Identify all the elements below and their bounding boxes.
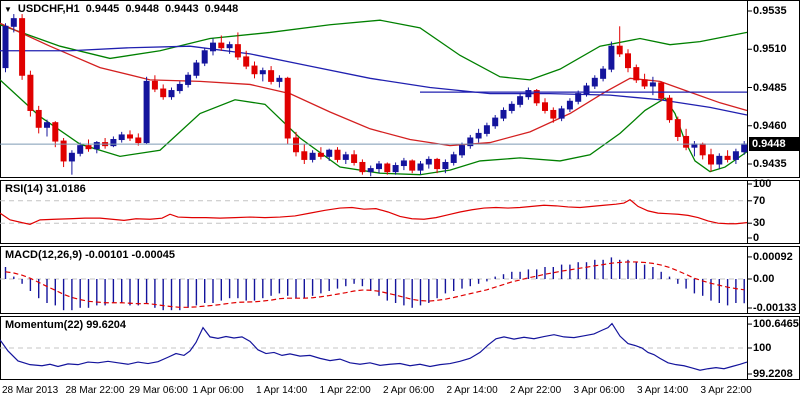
time-tick-label: 1 Apr 06:00: [192, 385, 244, 396]
time-tick-label: 1 Apr 14:00: [256, 385, 308, 396]
price-tick-label: 0.9435: [753, 158, 787, 170]
time-tick-label: 28 Mar 2013: [2, 385, 59, 396]
time-tick-label: 2 Apr 14:00: [446, 385, 498, 396]
symbol-period-label: USDCHF,H1: [17, 3, 80, 15]
ohlc-low: 0.9443: [164, 3, 199, 15]
macd-indicator-label: MACD(12,26,9) -0.00101 -0.00045: [5, 249, 175, 261]
price-tick-label: 0.9535: [753, 5, 787, 17]
ohlc-high: 0.9448: [125, 3, 159, 15]
time-tick-label: 3 Apr 06:00: [573, 385, 625, 396]
rsi-tick-label: 100: [753, 178, 772, 190]
macd-tick-label: -0.00133: [753, 302, 797, 314]
time-axis[interactable]: 28 Mar 2013 28 Mar 22:00 29 Mar 06:00 1 Apr…: [0, 381, 800, 400]
momentum-tick-label: 100.6465: [753, 318, 799, 331]
time-tick-label: 28 Mar 22:00: [65, 385, 125, 396]
time-tick-label: 1 Apr 22:00: [319, 385, 371, 396]
momentum-tick-label: 100: [753, 342, 772, 354]
chart-header: ▼ USDCHF,H1 0.9445 0.9448 0.9443 0.9448: [4, 3, 238, 15]
price-axis[interactable]: 0.9535 0.9510 0.9485 0.9460 0.9435 100 70 30 0 0.…: [748, 0, 800, 380]
macd-tick-label: 0.00: [753, 273, 775, 285]
momentum-tick-label: 99.2208: [753, 368, 793, 380]
rsi-tick-label: 70: [753, 194, 766, 207]
time-tick-label: 29 Mar 06:00: [129, 385, 188, 396]
time-tick-label: 3 Apr 14:00: [637, 385, 689, 396]
dropdown-arrow-icon[interactable]: ▼: [4, 4, 12, 14]
price-tick-label: 0.9485: [753, 81, 787, 94]
rsi-indicator-label: RSI(14) 31.0186: [5, 183, 86, 195]
macd-tick-label: 0.00092: [753, 250, 793, 263]
rsi-tick-label: 30: [753, 217, 766, 230]
time-tick-label: 3 Apr 22:00: [700, 385, 752, 396]
ohlc-open: 0.9445: [85, 3, 120, 15]
rsi-tick-label: 0: [753, 232, 760, 244]
current-price-tag: 0.9448: [749, 137, 800, 152]
momentum-indicator-label: Momentum(22) 99.6204: [5, 319, 127, 331]
price-tick-label: 0.9460: [753, 119, 787, 132]
time-tick-label: 2 Apr 06:00: [383, 385, 435, 396]
ohlc-close: 0.9448: [204, 3, 239, 15]
time-tick-label: 2 Apr 22:00: [510, 385, 562, 396]
price-tick-label: 0.9510: [753, 43, 787, 56]
